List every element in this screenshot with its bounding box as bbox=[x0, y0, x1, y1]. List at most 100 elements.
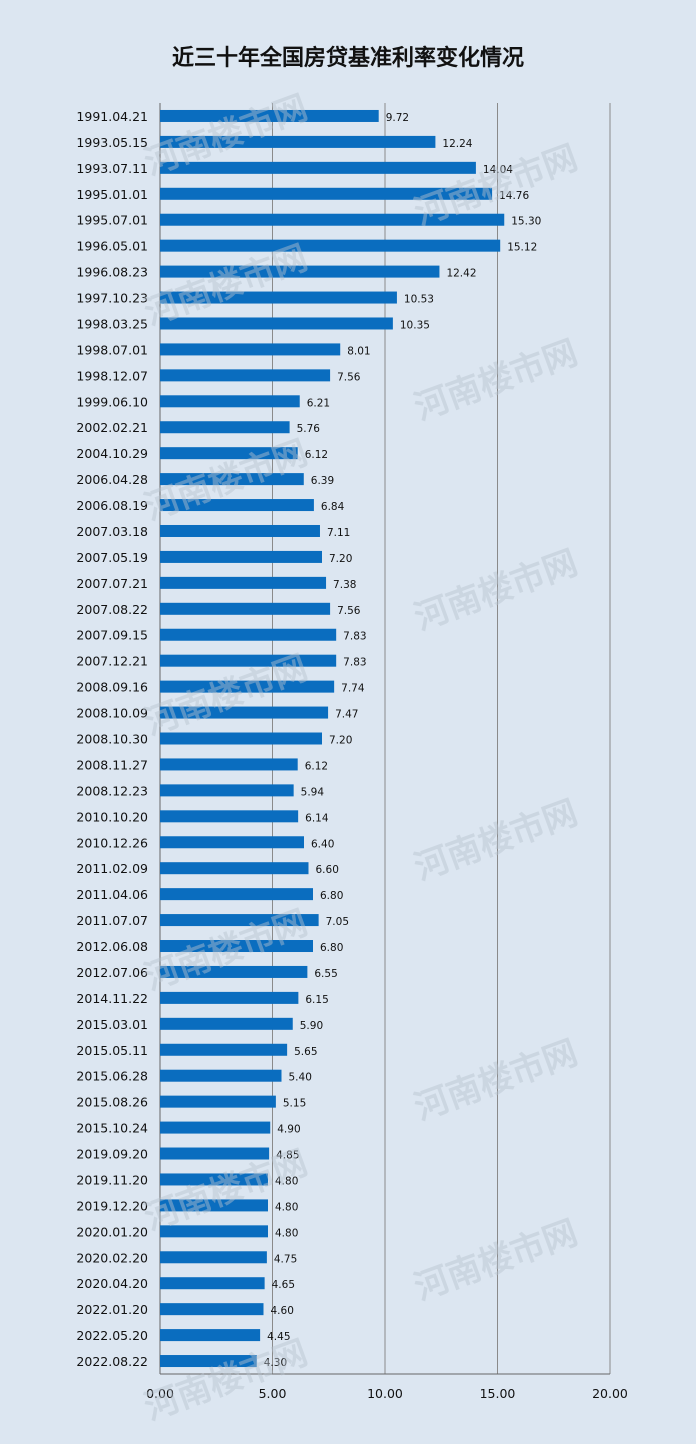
category-label: 2011.02.09 bbox=[76, 861, 148, 876]
category-label: 2006.04.28 bbox=[76, 472, 148, 487]
bar bbox=[160, 343, 341, 356]
value-label: 6.55 bbox=[314, 968, 337, 980]
value-label: 10.53 bbox=[404, 294, 434, 306]
chart-title: 近三十年全国房贷基准利率变化情况 bbox=[171, 46, 524, 71]
category-label: 2015.06.28 bbox=[76, 1069, 148, 1084]
bar bbox=[160, 991, 299, 1004]
value-label: 5.40 bbox=[289, 1072, 312, 1084]
value-label: 5.15 bbox=[283, 1098, 306, 1110]
gridlines bbox=[159, 103, 611, 1375]
value-label: 5.65 bbox=[294, 1046, 317, 1058]
value-label: 12.42 bbox=[446, 268, 476, 280]
category-label: 2007.05.19 bbox=[76, 550, 148, 565]
bar bbox=[160, 576, 327, 589]
value-label: 7.05 bbox=[326, 916, 349, 928]
watermark-text: 河南楼市网 bbox=[409, 793, 582, 889]
bar bbox=[160, 628, 337, 641]
category-label: 2002.02.21 bbox=[76, 420, 148, 435]
value-labels: 9.72 12.24 14.04 14.76 15.30 15.12 12.42 10.53 1… bbox=[264, 112, 542, 1369]
value-label: 6.80 bbox=[320, 890, 343, 902]
bar bbox=[160, 940, 313, 953]
bar bbox=[160, 1147, 270, 1160]
category-label: 2020.02.20 bbox=[76, 1250, 148, 1265]
category-label: 2019.11.20 bbox=[76, 1172, 148, 1187]
watermark-text: 河南楼市网 bbox=[409, 1213, 582, 1309]
value-label: 8.01 bbox=[347, 345, 370, 357]
category-label: 2015.08.26 bbox=[76, 1095, 148, 1110]
bar bbox=[160, 421, 290, 434]
category-label: 1998.07.01 bbox=[76, 342, 148, 357]
bar bbox=[160, 161, 476, 174]
value-label: 7.20 bbox=[329, 553, 352, 565]
bar bbox=[160, 732, 322, 745]
bar bbox=[160, 291, 397, 304]
value-label: 7.56 bbox=[337, 605, 361, 617]
category-label: 2011.07.07 bbox=[76, 913, 148, 928]
x-tick-label: 0.00 bbox=[146, 1386, 174, 1401]
bar bbox=[160, 213, 505, 226]
bar bbox=[160, 1355, 257, 1368]
bar bbox=[160, 1199, 268, 1212]
category-label: 2004.10.29 bbox=[76, 446, 148, 461]
category-label: 1996.08.23 bbox=[76, 265, 148, 280]
bar bbox=[160, 1095, 276, 1108]
bars bbox=[160, 109, 505, 1368]
category-label: 2022.01.20 bbox=[76, 1302, 148, 1317]
category-label: 2020.01.20 bbox=[76, 1224, 148, 1239]
category-label: 1995.01.01 bbox=[76, 187, 148, 202]
category-labels: 1991.04.21 1993.05.15 1993.07.11 1995.01.01… bbox=[76, 109, 148, 1369]
value-label: 14.04 bbox=[483, 164, 513, 176]
category-label: 2008.10.30 bbox=[76, 732, 148, 747]
category-label: 2015.10.24 bbox=[76, 1121, 148, 1136]
value-label: 6.12 bbox=[305, 449, 328, 461]
value-label: 7.74 bbox=[341, 683, 365, 695]
category-label: 1993.07.11 bbox=[76, 161, 148, 176]
value-label: 7.47 bbox=[335, 709, 358, 721]
category-label: 2008.10.09 bbox=[76, 706, 148, 721]
bar bbox=[160, 473, 304, 486]
bar bbox=[160, 499, 314, 512]
value-label: 15.12 bbox=[507, 242, 537, 254]
bar bbox=[160, 187, 493, 200]
value-label: 6.60 bbox=[316, 864, 339, 876]
category-label: 2008.09.16 bbox=[76, 680, 148, 695]
bar bbox=[160, 810, 299, 823]
bar bbox=[160, 1043, 288, 1056]
value-label: 4.30 bbox=[264, 1357, 287, 1369]
category-label: 2008.12.23 bbox=[76, 783, 148, 798]
value-label: 5.90 bbox=[300, 1020, 323, 1032]
bar bbox=[160, 602, 331, 615]
category-label: 2010.10.20 bbox=[76, 809, 148, 824]
value-label: 7.11 bbox=[327, 527, 350, 539]
bar bbox=[160, 862, 309, 875]
bar bbox=[160, 550, 322, 563]
bar bbox=[160, 914, 319, 927]
category-label: 2007.07.21 bbox=[76, 576, 148, 591]
category-label: 2012.07.06 bbox=[76, 965, 148, 980]
category-label: 2010.12.26 bbox=[76, 835, 148, 850]
bar bbox=[160, 524, 320, 537]
value-label: 10.35 bbox=[400, 319, 430, 331]
value-label: 4.90 bbox=[277, 1124, 300, 1136]
bar bbox=[160, 1017, 293, 1030]
category-label: 2020.04.20 bbox=[76, 1276, 148, 1291]
value-label: 14.76 bbox=[499, 190, 529, 202]
value-label: 6.12 bbox=[305, 760, 328, 772]
value-label: 5.76 bbox=[297, 423, 321, 435]
watermark-text: 河南楼市网 bbox=[409, 543, 582, 639]
bar bbox=[160, 239, 501, 252]
bar bbox=[160, 965, 308, 978]
value-label: 15.30 bbox=[511, 216, 541, 228]
bar bbox=[160, 369, 331, 382]
bar bbox=[160, 447, 298, 460]
bar bbox=[160, 1251, 267, 1264]
bar bbox=[160, 654, 337, 667]
value-label: 4.80 bbox=[275, 1175, 298, 1187]
value-label: 4.45 bbox=[267, 1331, 290, 1343]
value-label: 4.75 bbox=[274, 1253, 297, 1265]
value-label: 6.80 bbox=[320, 942, 343, 954]
category-label: 2007.09.15 bbox=[76, 628, 148, 643]
bar bbox=[160, 1069, 282, 1082]
x-tick-label: 20.00 bbox=[592, 1386, 628, 1401]
bar bbox=[160, 1277, 265, 1290]
